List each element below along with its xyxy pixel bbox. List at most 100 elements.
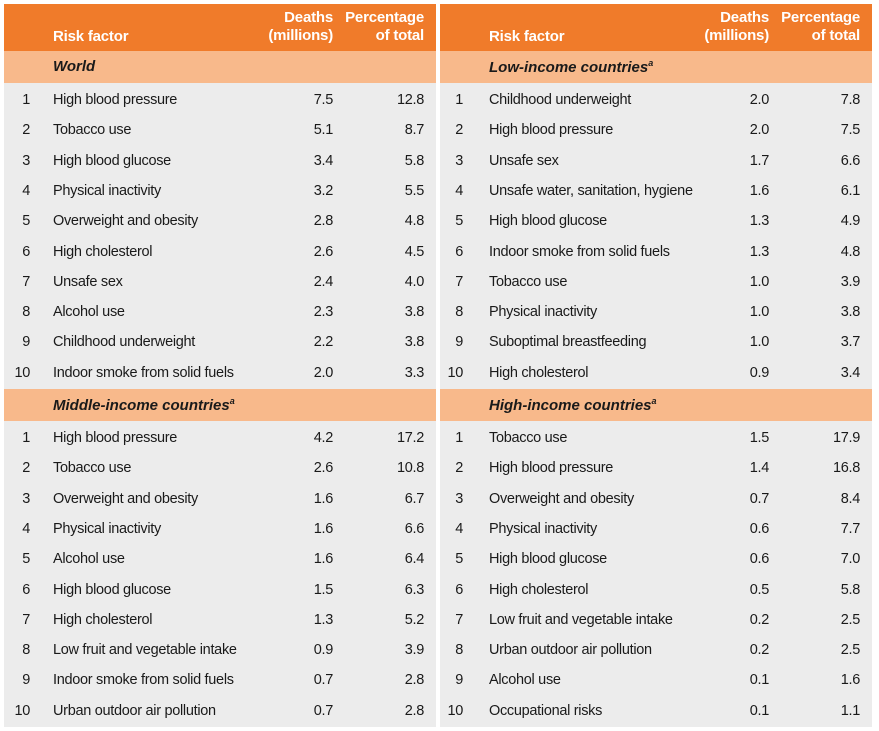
rank-cell: 7 [22, 273, 30, 290]
risk-factor-cell: Tobacco use [53, 122, 132, 139]
table-row: 4 Unsafe water, sanitation, hygiene 1.6 6.1 [440, 177, 872, 207]
table-row: 8 Urban outdoor air pollution 0.2 2.5 [440, 636, 872, 666]
rank-cell: 5 [22, 213, 30, 230]
table-row: 10 Urban outdoor air pollution 0.7 2.8 [4, 697, 436, 727]
deaths-cell: 0.9 [313, 642, 334, 659]
percentage-cell: 6.6 [840, 152, 861, 169]
percentage-cell: 5.5 [404, 182, 425, 199]
risk-factor-cell: Low fruit and vegetable intake [489, 611, 673, 628]
deaths-cell: 2.8 [313, 213, 334, 230]
rank-cell: 2 [22, 122, 30, 139]
rank-cell: 2 [22, 460, 30, 477]
percentage-cell: 3.8 [404, 304, 425, 321]
table-row: 1 High blood pressure 4.2 17.2 [4, 424, 436, 454]
percentage-cell: 2.5 [840, 611, 861, 628]
deaths-cell: 1.0 [749, 334, 770, 351]
table-row: 6 Indoor smoke from solid fuels 1.3 4.8 [440, 238, 872, 268]
risk-factor-cell: High blood glucose [53, 581, 171, 598]
risk-factor-cell: Tobacco use [489, 273, 568, 290]
percentage-cell: 3.8 [840, 304, 861, 321]
percentage-cell: 2.8 [404, 702, 425, 719]
percentage-cell: 4.8 [404, 213, 425, 230]
rank-cell: 6 [22, 243, 30, 260]
risk-factor-cell: High cholesterol [53, 611, 153, 628]
table-row: 4 Physical inactivity 0.6 7.7 [440, 515, 872, 545]
deaths-cell: 0.2 [749, 642, 770, 659]
deaths-cell: 0.7 [313, 672, 334, 689]
section-heading: Middle-income countriesa [4, 389, 436, 422]
rank-cell: 3 [455, 490, 463, 507]
table-row: 2 High blood pressure 1.4 16.8 [440, 454, 872, 484]
rank-cell: 1 [22, 92, 30, 109]
table-row: 5 High blood glucose 0.6 7.0 [440, 545, 872, 575]
table-row: 3 Unsafe sex 1.7 6.6 [440, 147, 872, 177]
percentage-cell: 17.9 [832, 430, 860, 447]
deaths-cell: 1.3 [313, 611, 334, 628]
section-heading: World [4, 51, 436, 84]
deaths-cell: 2.2 [313, 334, 334, 351]
table-row: 2 Tobacco use 2.6 10.8 [4, 454, 436, 484]
risk-factor-cell: Urban outdoor air pollution [489, 642, 652, 659]
deaths-cell: 0.5 [749, 581, 770, 598]
percentage-cell: 7.8 [840, 92, 861, 109]
risk-factor-cell: High blood glucose [489, 551, 607, 568]
risk-factor-cell: Physical inactivity [53, 520, 161, 537]
table-row: 10 High cholesterol 0.9 3.4 [440, 359, 872, 389]
section-title: High-income countriesa [489, 396, 657, 415]
percentage-cell: 5.8 [840, 581, 861, 598]
rank-cell: 10 [447, 364, 463, 381]
deaths-cell: 0.6 [749, 551, 770, 568]
table-header: Risk factor Deaths (millions) Percentage… [440, 4, 872, 52]
deaths-header: Deaths (millions) [704, 9, 769, 45]
deaths-cell: 3.2 [313, 182, 334, 199]
section-title: Middle-income countriesa [53, 396, 235, 415]
percentage-cell: 8.7 [404, 122, 425, 139]
risk-factor-cell: High blood pressure [489, 460, 614, 477]
percentage-cell: 6.6 [404, 520, 425, 537]
risk-factor-cell: Alcohol use [53, 304, 125, 321]
risk-factor-cell: High cholesterol [489, 364, 589, 381]
risk-factor-cell: Physical inactivity [489, 304, 597, 321]
risk-factor-cell: Overweight and obesity [489, 490, 634, 507]
table-row: 2 Tobacco use 5.1 8.7 [4, 116, 436, 146]
percentage-cell: 3.9 [840, 273, 861, 290]
risk-factor-header: Risk factor [489, 28, 565, 46]
table-row: 5 Alcohol use 1.6 6.4 [4, 545, 436, 575]
deaths-cell: 2.6 [313, 460, 334, 477]
table-row: 1 High blood pressure 7.5 12.8 [4, 86, 436, 116]
rank-cell: 7 [455, 273, 463, 290]
risk-factor-cell: High cholesterol [53, 243, 153, 260]
deaths-cell: 2.4 [313, 273, 334, 290]
table-row: 3 Overweight and obesity 1.6 6.7 [4, 485, 436, 515]
risk-factor-cell: Physical inactivity [489, 520, 597, 537]
rank-cell: 5 [455, 551, 463, 568]
risk-factor-cell: Unsafe sex [489, 152, 559, 169]
risk-factor-table: Risk factor Deaths (millions) Percentage… [4, 4, 873, 727]
percentage-cell: 3.3 [404, 364, 425, 381]
rank-cell: 2 [455, 122, 463, 139]
table-row: 9 Indoor smoke from solid fuels 0.7 2.8 [4, 666, 436, 696]
table-row: 9 Suboptimal breastfeeding 1.0 3.7 [440, 328, 872, 358]
deaths-cell: 1.5 [749, 430, 770, 447]
rank-cell: 6 [455, 243, 463, 260]
deaths-cell: 1.7 [749, 152, 770, 169]
percentage-header: Percentage of total [781, 9, 860, 45]
risk-factor-cell: Tobacco use [489, 430, 568, 447]
risk-factor-cell: Indoor smoke from solid fuels [53, 672, 234, 689]
deaths-cell: 1.6 [313, 490, 334, 507]
deaths-cell: 1.4 [749, 460, 770, 477]
right-table-body: Low-income countriesa 1 Childhood underwei… [440, 51, 872, 727]
percentage-cell: 5.8 [404, 152, 425, 169]
rank-cell: 8 [22, 304, 30, 321]
table-row: 1 Childhood underweight 2.0 7.8 [440, 86, 872, 116]
deaths-cell: 0.7 [749, 490, 770, 507]
table-row: 3 High blood glucose 3.4 5.8 [4, 147, 436, 177]
rank-cell: 3 [455, 152, 463, 169]
left-panel: Risk factor Deaths (millions) Percentage… [4, 4, 436, 727]
percentage-cell: 1.1 [840, 702, 861, 719]
risk-factor-cell: Alcohol use [489, 672, 561, 689]
rank-cell: 5 [22, 551, 30, 568]
risk-factor-cell: High blood glucose [53, 152, 171, 169]
table-row: 6 High blood glucose 1.5 6.3 [4, 576, 436, 606]
percentage-cell: 5.2 [404, 611, 425, 628]
